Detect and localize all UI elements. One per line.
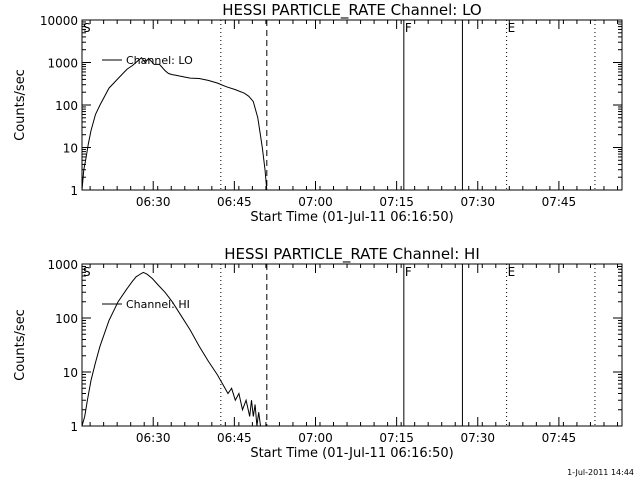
panel-lo-channel: HESSI PARTICLE_RATE Channel: LO 1 10 100 100… — [13, 1, 623, 225]
footer-timestamp: 1-Jul-2011 14:44 — [567, 468, 634, 477]
chart-title: HESSI PARTICLE_RATE Channel: LO — [222, 1, 481, 20]
legend-entry: Channel: LO — [126, 54, 193, 67]
time-marker-label: E — [508, 21, 516, 35]
x-tick-label: 06:30 — [136, 195, 171, 209]
x-axis-label: Start Time (01-Jul-11 06:16:50) — [250, 210, 453, 225]
time-marker-label: S — [83, 265, 91, 279]
x-tick-label: 07:00 — [298, 195, 333, 209]
y-tick-label: 1000 — [47, 57, 78, 71]
legend-entry: Channel: HI — [126, 298, 190, 311]
x-tick-label: 07:45 — [542, 431, 577, 445]
x-tick-label: 07:00 — [298, 431, 333, 445]
time-marker-label: F — [405, 21, 412, 35]
x-tick-label: 06:30 — [136, 431, 171, 445]
chart-title: HESSI PARTICLE_RATE Channel: HI — [224, 245, 480, 264]
y-tick-label: 10 — [63, 142, 78, 156]
y-tick-label: 1000 — [47, 258, 78, 272]
y-tick-label: 10000 — [40, 14, 78, 28]
y-tick-label: 100 — [55, 99, 78, 113]
time-marker-label: F — [405, 265, 412, 279]
x-tick-label: 06:45 — [217, 195, 252, 209]
series-line — [81, 271, 263, 427]
x-tick-label: 06:45 — [217, 431, 252, 445]
y-tick-label: 10 — [63, 366, 78, 380]
x-tick-label: 07:15 — [379, 431, 414, 445]
plot-frame — [81, 19, 623, 191]
x-tick-label: 07:15 — [379, 195, 414, 209]
y-tick-label: 100 — [55, 312, 78, 326]
time-marker-label: E — [508, 265, 516, 279]
x-tick-label: 07:30 — [460, 195, 495, 209]
y-axis-label: Counts/sec — [13, 69, 28, 141]
x-axis-label: Start Time (01-Jul-11 06:16:50) — [250, 446, 453, 461]
plot-frame — [81, 263, 623, 427]
x-tick-label: 07:30 — [460, 431, 495, 445]
y-tick-label: 1 — [70, 420, 78, 434]
series-line — [81, 56, 268, 191]
x-tick-label: 07:45 — [542, 195, 577, 209]
y-axis-label: Counts/sec — [13, 309, 28, 381]
time-marker-label: S — [83, 21, 91, 35]
y-tick-label: 1 — [70, 184, 78, 198]
panel-hi-channel: HESSI PARTICLE_RATE Channel: HI 1 10 100 100… — [13, 245, 623, 461]
